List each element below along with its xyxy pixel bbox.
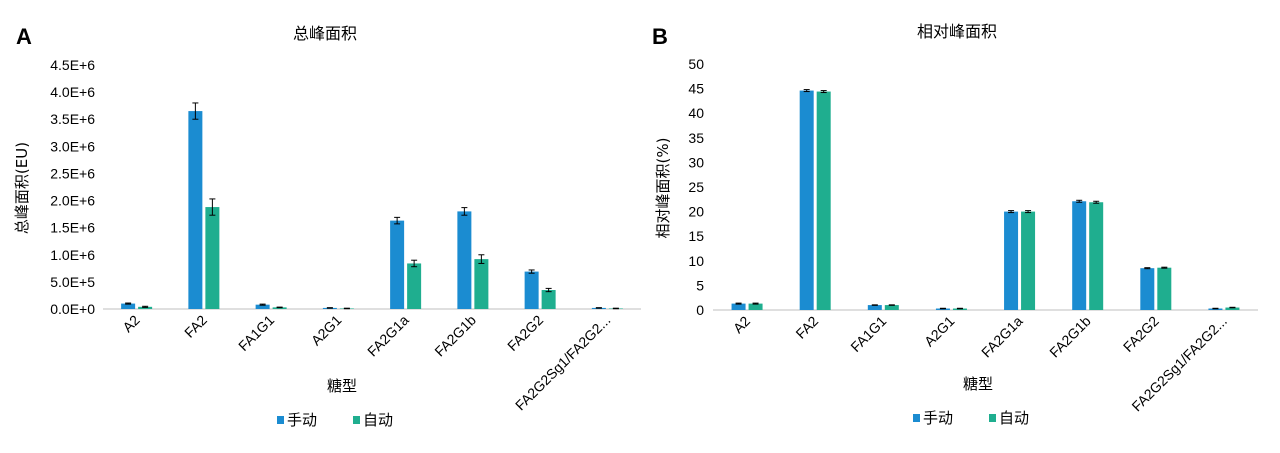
bar-auto — [1089, 202, 1104, 310]
panel-a-legend: 手动 自动 — [277, 411, 393, 429]
x-tick-label: FA2G1b — [431, 312, 479, 360]
bar-auto — [138, 306, 153, 309]
bar-manual — [799, 90, 814, 311]
legend-swatch-manual — [913, 414, 920, 422]
y-tick-label: 45 — [688, 81, 704, 97]
bar-manual — [390, 220, 405, 309]
bar-manual — [1004, 211, 1019, 310]
bar-auto — [272, 307, 287, 309]
panel-b-letter: B — [652, 24, 668, 49]
bar-manual — [1072, 201, 1087, 310]
bar-auto — [748, 303, 763, 310]
bar-manual — [255, 304, 270, 309]
legend-label-manual: 手动 — [923, 409, 953, 427]
y-tick-label: 25 — [688, 179, 704, 195]
bar-manual — [457, 211, 472, 309]
x-tick-label: FA2G2 — [1120, 313, 1162, 355]
y-tick-label: 40 — [688, 105, 704, 121]
x-tick-label: A2G1 — [308, 312, 345, 349]
x-tick-label: FA2 — [181, 312, 210, 341]
bar-manual — [524, 271, 539, 309]
bar-manual — [188, 111, 203, 309]
y-tick-label: 4.5E+6 — [50, 57, 95, 73]
y-tick-label: 3.0E+6 — [50, 138, 95, 154]
panel-b-title: 相对峰面积 — [917, 22, 997, 41]
x-tick-label: FA2 — [792, 313, 821, 342]
bar-manual — [121, 303, 136, 309]
legend-swatch-manual — [277, 416, 284, 424]
bar-auto — [407, 263, 422, 309]
y-tick-label: 3.5E+6 — [50, 111, 95, 127]
panel-b-legend: 手动 自动 — [913, 409, 1029, 427]
x-tick-label: FA2G1b — [1046, 313, 1094, 361]
legend-label-auto: 自动 — [363, 411, 393, 429]
legend-label-manual: 手动 — [287, 411, 317, 429]
bar-auto — [1021, 211, 1036, 310]
bar-auto — [205, 207, 220, 309]
y-tick-label: 5.0E+5 — [50, 274, 95, 290]
bar-auto — [541, 290, 556, 309]
y-tick-label: 0.0E+0 — [50, 301, 95, 317]
bar-auto — [884, 305, 899, 310]
bar-auto — [1225, 307, 1240, 310]
y-tick-label: 5 — [696, 277, 704, 293]
legend-label-auto: 自动 — [999, 409, 1029, 427]
bar-auto — [474, 259, 489, 309]
bar-manual — [731, 303, 746, 310]
y-tick-label: 35 — [688, 130, 704, 146]
y-tick-label: 2.5E+6 — [50, 165, 95, 181]
y-tick-label: 10 — [688, 253, 704, 269]
y-tick-label: 0 — [696, 302, 704, 318]
y-tick-label: 20 — [688, 204, 704, 220]
x-tick-label: A2 — [119, 312, 143, 336]
y-tick-label: 15 — [688, 228, 704, 244]
panel-b-chart: B 相对峰面积 相对峰面积(%) 糖型 手动 自动 0 5 10 15 20 25 30 35… — [652, 22, 1258, 427]
x-tick-label: FA2G2 — [504, 312, 546, 354]
x-tick-label: FA2G1a — [364, 312, 412, 360]
x-tick-label: FA1G1 — [847, 313, 889, 355]
panel-b-x-axis-label: 糖型 — [963, 375, 993, 393]
y-tick-label: 50 — [688, 56, 704, 72]
bar-auto — [816, 91, 831, 310]
y-tick-label: 1.5E+6 — [50, 220, 95, 236]
bar-manual — [867, 305, 882, 310]
legend-swatch-auto — [353, 416, 360, 424]
x-tick-label: FA2G1a — [978, 313, 1026, 361]
bar-manual — [1140, 268, 1155, 310]
panel-a-chart: A 总峰面积 总峰面积(EU) 糖型 手动 自动 0.0E+0 5.0E+5 1.0… — [13, 24, 641, 429]
y-tick-label: 30 — [688, 154, 704, 170]
panel-a-y-axis-label: 总峰面积(EU) — [13, 142, 31, 234]
bar-auto — [1157, 267, 1172, 310]
x-tick-label: FA1G1 — [235, 312, 277, 354]
panel-a-title: 总峰面积 — [293, 24, 357, 43]
y-tick-label: 4.0E+6 — [50, 84, 95, 100]
legend-swatch-auto — [989, 414, 996, 422]
x-tick-label: A2G1 — [921, 313, 958, 350]
panel-a-x-axis-label: 糖型 — [327, 377, 357, 395]
panel-a-letter: A — [16, 24, 32, 49]
panel-b-y-axis-label: 相对峰面积(%) — [654, 138, 672, 239]
y-tick-label: 2.0E+6 — [50, 193, 95, 209]
x-tick-label: A2 — [730, 313, 754, 337]
y-tick-label: 1.0E+6 — [50, 247, 95, 263]
